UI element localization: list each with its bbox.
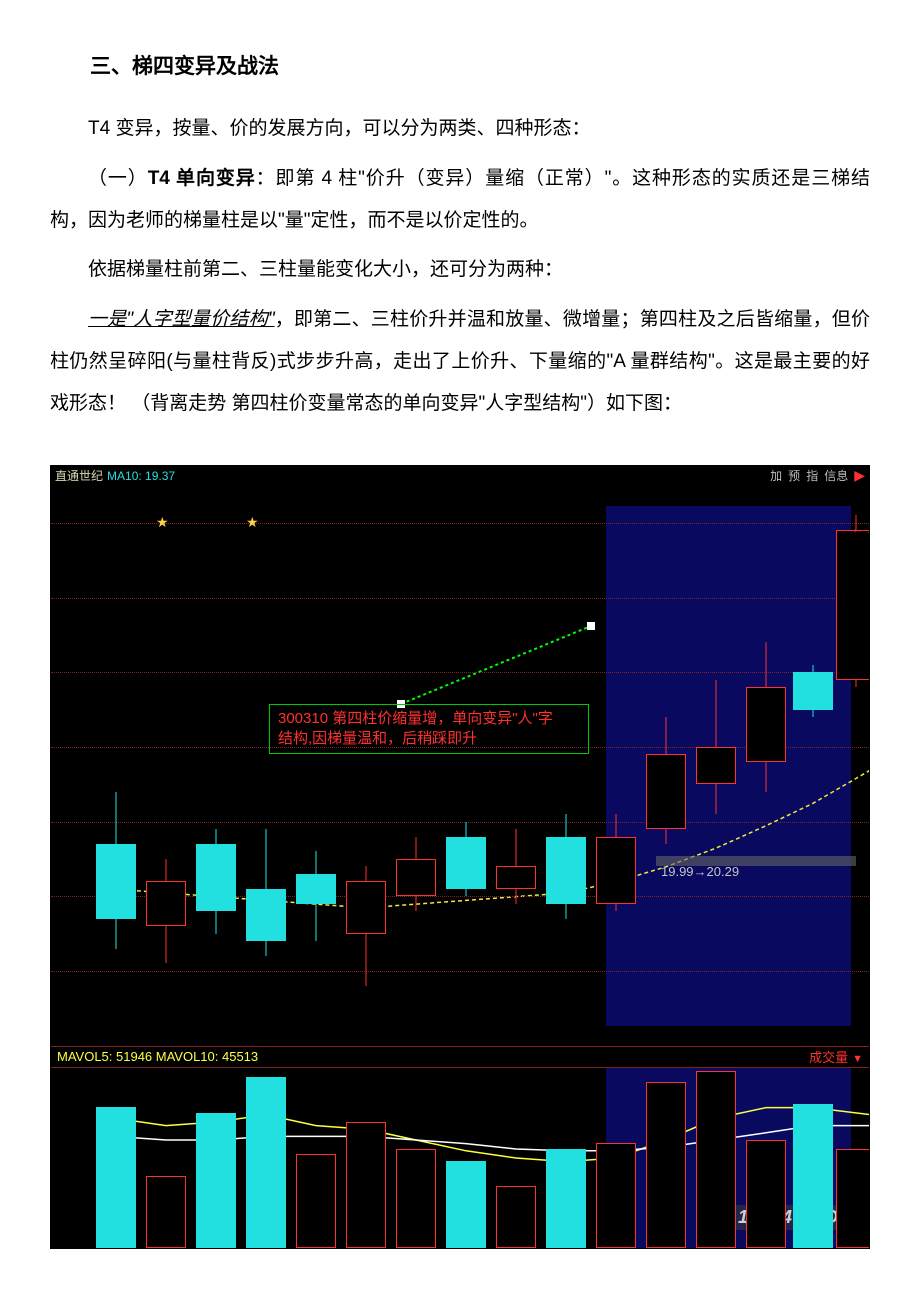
volume-pane[interactable]: 178448.COM <box>51 1068 869 1248</box>
volume-bar[interactable] <box>446 1161 486 1247</box>
candle[interactable] <box>646 717 686 844</box>
grid-line <box>51 971 869 972</box>
para-3: 依据梯量柱前第二、三柱量能变化大小，还可分为两种： <box>50 249 870 291</box>
candle[interactable] <box>246 829 286 956</box>
candle[interactable] <box>836 515 869 687</box>
ma10-label: MA10: 19.37 <box>107 469 175 483</box>
volume-bar[interactable] <box>346 1122 386 1248</box>
volume-bar[interactable] <box>696 1071 736 1247</box>
volume-bar[interactable] <box>793 1104 833 1248</box>
annotation-box: 300310 第四柱价缩量增，单向变异"人"字结构,因梯量温和，后稍踩即升 <box>269 704 589 755</box>
topbar-btn[interactable]: 指 <box>806 467 818 484</box>
para-2: （一）T4 单向变异：即第 4 柱"价升（变异）量缩（正常）"。这种形态的实质还… <box>50 158 870 242</box>
grid-line <box>51 523 869 524</box>
candle[interactable] <box>793 665 833 717</box>
annotation-arrow <box>401 626 591 704</box>
volume-bar[interactable] <box>196 1113 236 1248</box>
candle[interactable] <box>596 814 636 911</box>
candle[interactable] <box>96 792 136 949</box>
section-title: 三、梯四变异及战法 <box>90 50 870 80</box>
candle[interactable] <box>496 829 536 904</box>
candle[interactable] <box>146 859 186 964</box>
volume-bar[interactable] <box>746 1140 786 1248</box>
price-range-label: 19.99→20.29 <box>661 864 739 879</box>
volume-bar[interactable] <box>546 1149 586 1248</box>
p4-emph: 一是"人字型量价结构" <box>88 309 275 330</box>
volume-bar[interactable] <box>246 1077 286 1248</box>
arrow-end-icon <box>587 622 595 630</box>
volume-header: MAVOL5: 51946 MAVOL10: 45513 成交量 ▼ <box>51 1046 869 1068</box>
volume-bar[interactable] <box>146 1176 186 1248</box>
stock-chart: 直通世纪 MA10: 19.37 加预指信息 ▶ ★ ★ 300310 第四柱价缩量增… <box>50 465 870 1249</box>
para-1: T4 变异，按量、价的发展方向，可以分为两类、四种形态： <box>50 108 870 150</box>
volume-bar[interactable] <box>836 1149 869 1248</box>
topbar-btn[interactable]: 加 <box>770 467 782 484</box>
dropdown-icon[interactable]: ▼ <box>852 1053 863 1065</box>
volume-bar[interactable] <box>646 1082 686 1248</box>
stock-name: 直通世纪 <box>55 467 103 484</box>
annotation-line2: 结构,因梯量温和，后稍踩即升 <box>278 729 580 749</box>
volume-bar[interactable] <box>596 1143 636 1247</box>
candle[interactable] <box>746 642 786 791</box>
p2-bold: T4 单向变异 <box>148 168 256 189</box>
volume-bar[interactable] <box>96 1107 136 1247</box>
annotation-line1: 300310 第四柱价缩量增，单向变异"人"字 <box>278 709 580 729</box>
high-price-label: ←24.07 <box>851 521 869 536</box>
candle[interactable] <box>446 822 486 897</box>
candle[interactable] <box>396 837 436 912</box>
candle[interactable] <box>196 829 236 934</box>
star-icon: ★ <box>156 514 169 531</box>
price-pane[interactable]: ★ ★ 300310 第四柱价缩量增，单向变异"人"字结构,因梯量温和，后稍踩即升 1… <box>51 486 869 1046</box>
candle[interactable] <box>296 851 336 941</box>
nav-arrow-icon[interactable]: ▶ <box>854 467 865 484</box>
volume-bar[interactable] <box>396 1149 436 1248</box>
grid-line <box>51 598 869 599</box>
topbar-btn[interactable]: 预 <box>788 467 800 484</box>
mavol-label: MAVOL5: 51946 MAVOL10: 45513 <box>57 1049 258 1064</box>
volume-bar[interactable] <box>496 1186 536 1247</box>
chart-topbar: 直通世纪 MA10: 19.37 加预指信息 ▶ <box>51 466 869 486</box>
candle[interactable] <box>546 814 586 919</box>
topbar-btn[interactable]: 信息 <box>824 467 848 484</box>
star-icon: ★ <box>246 514 259 531</box>
volume-bar[interactable] <box>296 1154 336 1248</box>
volume-title: 成交量 <box>809 1050 848 1065</box>
candle[interactable] <box>696 680 736 814</box>
para-4: 一是"人字型量价结构"，即第二、三柱价升并温和放量、微增量；第四柱及之后皆缩量，… <box>50 299 870 424</box>
candle[interactable] <box>346 866 386 985</box>
p2-prefix: （一） <box>88 168 148 189</box>
